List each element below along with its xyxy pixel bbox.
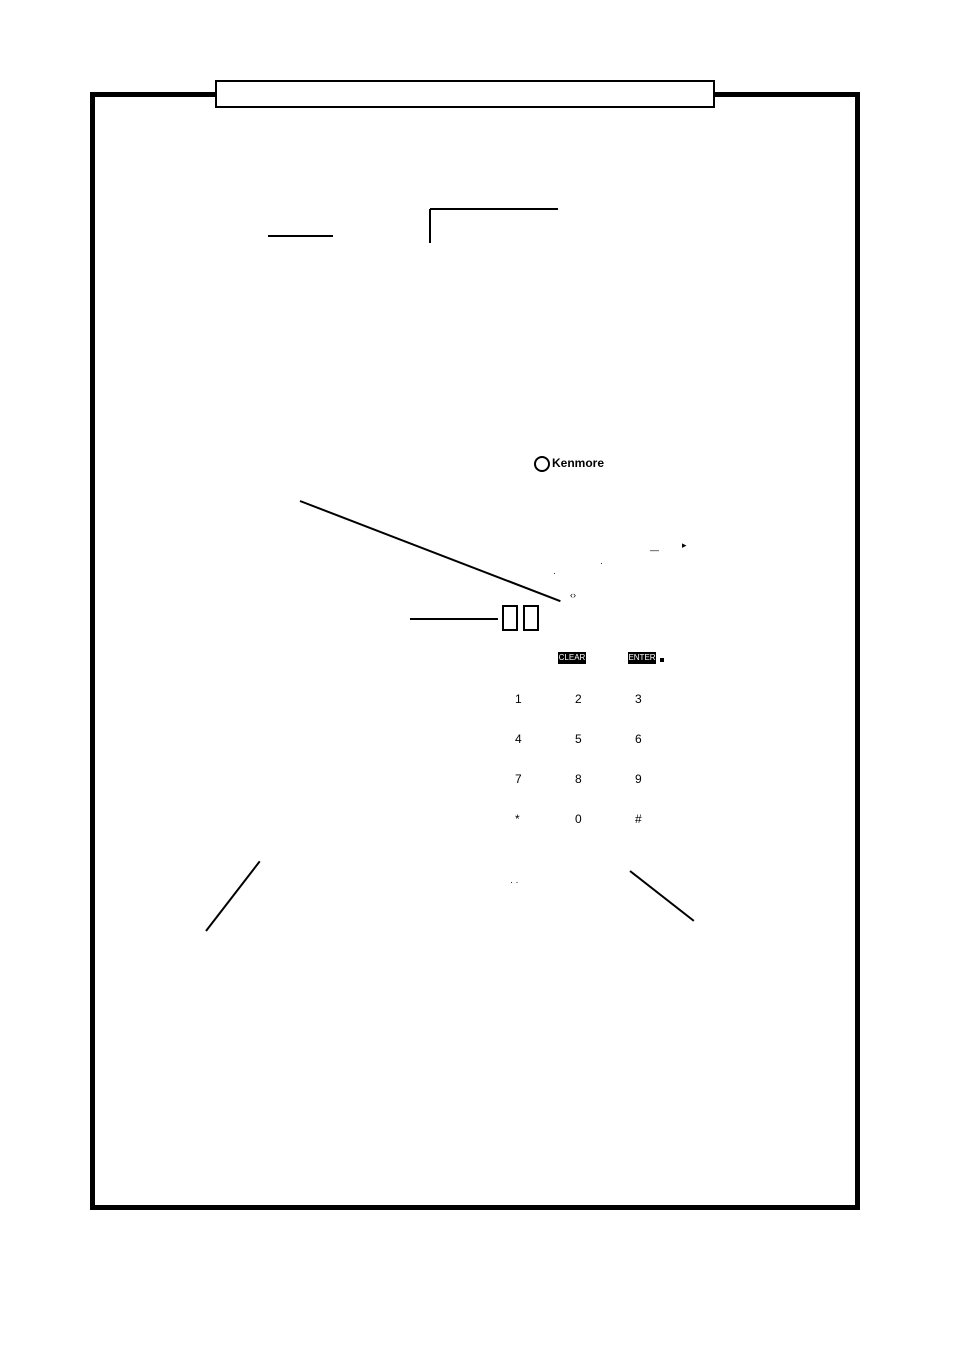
keypad-key-1[interactable]: 1 [515,692,522,706]
page-frame [90,92,860,1210]
keypad-key-0[interactable]: 0 [575,812,582,826]
keypad-key-4[interactable]: 4 [515,732,522,746]
keypad-key-5[interactable]: 5 [575,732,582,746]
mark-dot1: · [553,568,556,578]
mark-bottom: · · [510,877,519,887]
keypad-key-2[interactable]: 2 [575,692,582,706]
keypad-key-7[interactable]: 7 [515,772,522,786]
enter-button[interactable]: ENTER [628,652,656,664]
disp-box-2 [523,605,539,631]
keypad-key-6[interactable]: 6 [635,732,642,746]
keypad-key-3[interactable]: 3 [635,692,642,706]
callout-top-right-v [429,209,431,243]
keypad-key-9[interactable]: 9 [635,772,642,786]
callout-top-right-h [430,208,558,210]
mark-dot2: · [600,558,603,568]
keypad-key-8[interactable]: 8 [575,772,582,786]
enter-indicator [660,658,664,662]
keypad-key-#[interactable]: # [635,812,642,826]
brand-label: Kenmore [534,456,604,472]
title-tab [215,80,715,108]
clear-button[interactable]: CLEAR [558,652,586,664]
mark-caret: ‹› [570,590,576,600]
keypad-key-*[interactable]: * [515,812,520,826]
callout-display-h [410,618,498,620]
arrow-right: ▸ [682,540,687,551]
disp-box-1 [502,605,518,631]
mark-dash: — [650,545,659,555]
callout-top-left-h [268,235,333,237]
